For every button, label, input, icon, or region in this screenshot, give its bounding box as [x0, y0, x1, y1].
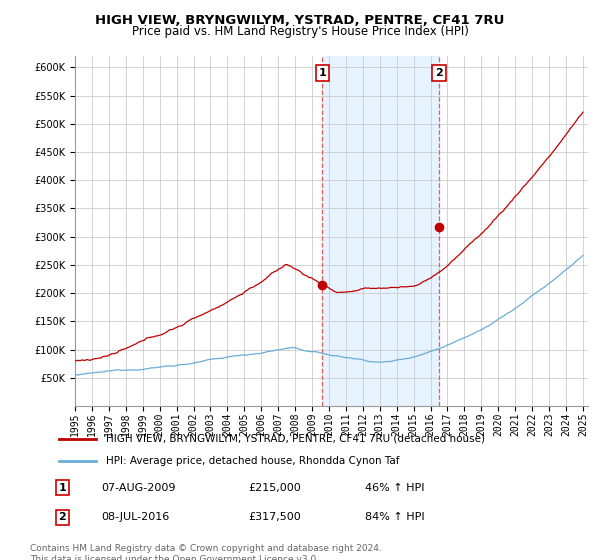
Text: HIGH VIEW, BRYNGWILYM, YSTRAD, PENTRE, CF41 7RU: HIGH VIEW, BRYNGWILYM, YSTRAD, PENTRE, C…: [95, 14, 505, 27]
Text: £317,500: £317,500: [248, 512, 301, 522]
Text: 07-AUG-2009: 07-AUG-2009: [101, 483, 175, 493]
Text: 1: 1: [319, 68, 326, 78]
Text: Price paid vs. HM Land Registry's House Price Index (HPI): Price paid vs. HM Land Registry's House …: [131, 25, 469, 38]
Text: 46% ↑ HPI: 46% ↑ HPI: [365, 483, 424, 493]
Text: HIGH VIEW, BRYNGWILYM, YSTRAD, PENTRE, CF41 7RU (detached house): HIGH VIEW, BRYNGWILYM, YSTRAD, PENTRE, C…: [106, 434, 485, 444]
Text: 2: 2: [59, 512, 67, 522]
Text: 08-JUL-2016: 08-JUL-2016: [101, 512, 169, 522]
Text: Contains HM Land Registry data © Crown copyright and database right 2024.
This d: Contains HM Land Registry data © Crown c…: [30, 544, 382, 560]
Text: 84% ↑ HPI: 84% ↑ HPI: [365, 512, 424, 522]
Text: 2: 2: [435, 68, 443, 78]
Bar: [322, 56, 439, 406]
Text: £215,000: £215,000: [248, 483, 301, 493]
Text: 1: 1: [59, 483, 67, 493]
Text: HPI: Average price, detached house, Rhondda Cynon Taf: HPI: Average price, detached house, Rhon…: [106, 456, 400, 466]
